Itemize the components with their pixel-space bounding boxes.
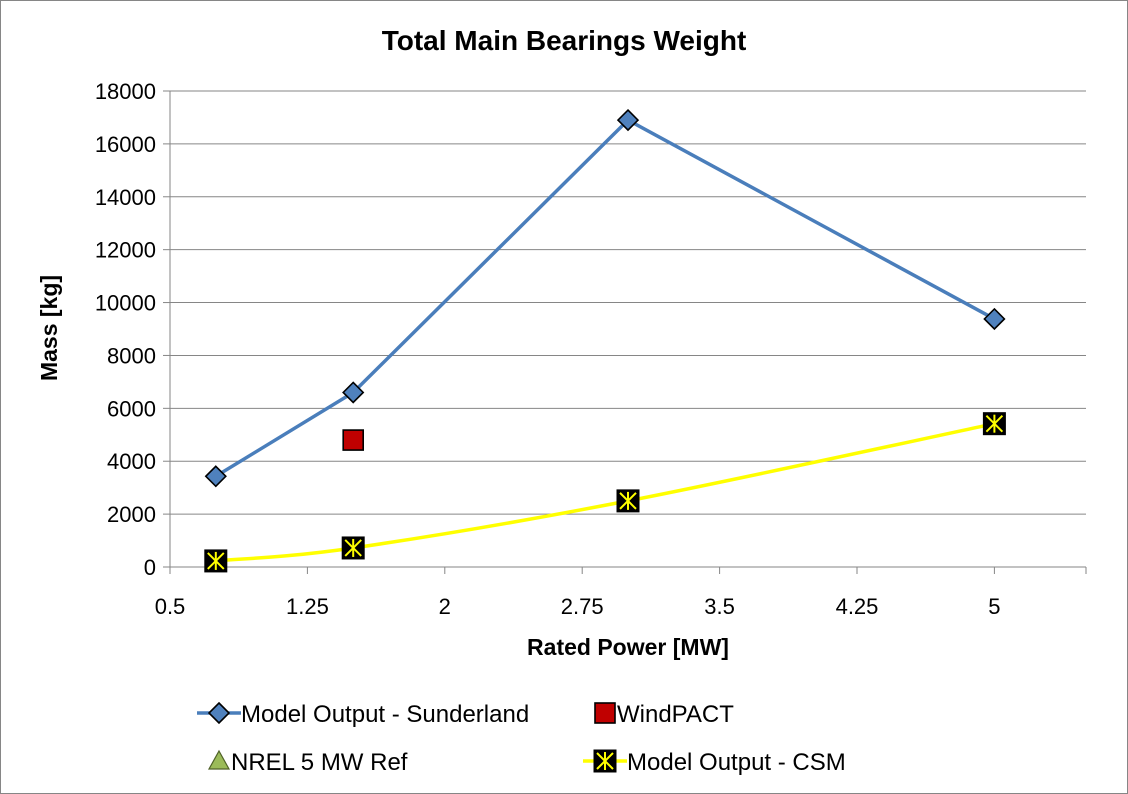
legend-entry-0: Model Output - Sunderland [197,701,529,728]
y-tick-label: 14000 [95,185,156,210]
x-tick-label: 2 [439,594,451,619]
y-axis-label: Mass [kg] [36,275,62,381]
y-tick-label: 4000 [107,449,156,474]
y-tick-labels: 0 2000 4000 6000 8000 10000 12000 14000 16000 180… [95,79,156,580]
data-point-s3-p2 [616,489,640,513]
data-point-s3-p0 [204,549,228,573]
data-point-s0-p1 [342,381,365,404]
series-layer [204,108,1006,573]
data-point-s1-p0 [342,429,365,451]
legend-label: NREL 5 MW Ref [231,749,408,776]
legend: Model Output - Sunderland WindPACT NREL 5 … [197,701,846,776]
legend-marker [593,749,617,773]
data-point-s0-p2 [616,108,640,132]
y-tick-label: 0 [144,555,156,580]
legend-label: WindPACT [617,701,734,728]
legend-entry-1: WindPACT [594,701,734,728]
y-tick-label: 2000 [107,502,156,527]
x-tick-label: 2.75 [561,594,604,619]
y-tick-label: 8000 [107,343,156,368]
legend-entry-2: NREL 5 MW Ref [207,749,408,776]
x-tick-label: 4.25 [836,594,879,619]
y-tick-label: 18000 [95,79,156,104]
gridlines [170,90,1086,515]
x-tick-label: 5 [988,594,1000,619]
x-tick-label: 1.25 [286,594,329,619]
series-line-3 [215,421,995,563]
x-tick-label: 3.5 [704,594,735,619]
data-point-s0-p3 [983,307,1006,331]
x-tick-label: 0.5 [155,594,186,619]
data-point-s0-p0 [204,465,227,488]
data-point-s3-p1 [341,536,365,560]
legend-marker [207,749,231,770]
x-axis-label: Rated Power [MW] [527,634,729,660]
legend-label: Model Output - CSM [627,749,846,776]
y-tick-label: 10000 [95,291,156,316]
y-tick-label: 12000 [95,238,156,263]
series-line-0 [214,118,996,478]
legend-label: Model Output - Sunderland [241,701,529,728]
y-tick-label: 6000 [107,396,156,421]
data-point-s3-p3 [982,412,1006,436]
legend-entry-3: Model Output - CSM [583,749,846,776]
axes [163,90,1087,574]
y-tick-label: 16000 [95,132,156,157]
legend-marker [594,702,616,724]
x-tick-labels: 0.5 1.25 2 2.75 3.5 4.25 5 [155,594,1001,619]
legend-marker [207,701,231,725]
chart-title: Total Main Bearings Weight [382,25,747,56]
